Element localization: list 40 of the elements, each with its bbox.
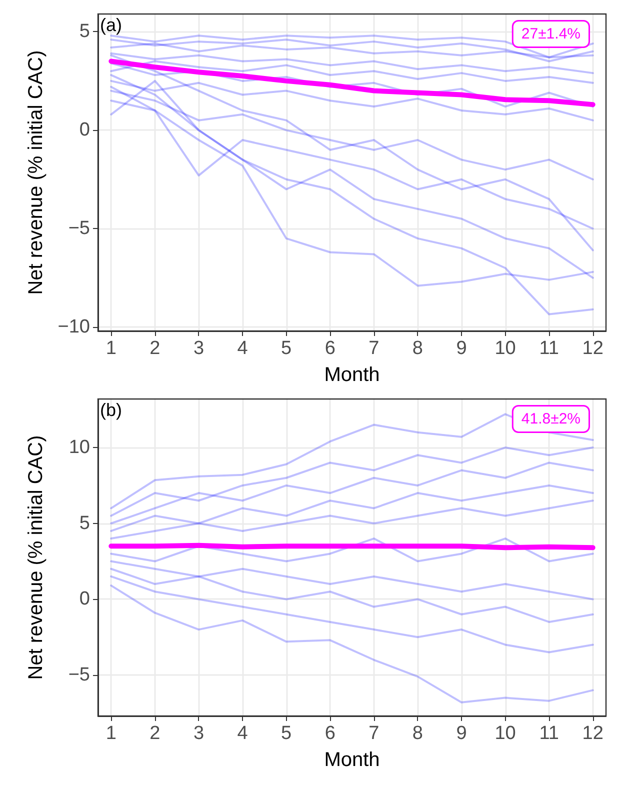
x-tick-label: 5: [281, 338, 292, 359]
x-tick-label: 9: [456, 338, 467, 359]
x-tick-label: 7: [368, 723, 380, 744]
y-tick-label: 5: [79, 21, 90, 42]
x-tick-label: 6: [324, 723, 336, 744]
x-tick-label: 3: [193, 338, 204, 359]
annotation: (b): [100, 400, 122, 420]
x-tick-label: 8: [412, 338, 423, 359]
x-tick-label: 1: [106, 338, 116, 359]
x-tick-label: 7: [368, 338, 380, 359]
x-tick-label: 11: [539, 723, 559, 744]
x-tick-label: 10: [494, 338, 516, 359]
y-tick-label: 10: [68, 437, 90, 458]
x-tick-label: 8: [412, 723, 423, 744]
x-tick-label: 12: [582, 338, 604, 359]
x-tick-label: 2: [150, 338, 160, 359]
annotation: (a): [100, 15, 122, 35]
y-tick-label: −5: [68, 218, 90, 240]
y-axis-title: Net revenue (% initial CAC): [25, 435, 47, 680]
y-axis-title: Net revenue (% initial CAC): [25, 50, 47, 295]
x-tick-label: 4: [237, 723, 248, 744]
x-tick-label: 6: [324, 338, 336, 359]
x-tick-label: 1: [106, 723, 116, 744]
y-tick-label: 5: [79, 512, 90, 534]
y-tick-label: −5: [68, 664, 90, 686]
x-tick-label: 11: [539, 338, 559, 359]
y-tick-label: 0: [79, 588, 90, 610]
x-tick-label: 5: [281, 723, 292, 744]
x-tick-label: 12: [582, 723, 604, 744]
x-tick-label: 4: [237, 338, 248, 359]
x-tick-label: 10: [494, 723, 516, 744]
y-tick-label: −10: [58, 316, 90, 338]
x-axis-title: Month: [324, 364, 380, 386]
x-tick-label: 3: [193, 723, 204, 744]
x-axis-title: Month: [324, 749, 380, 771]
y-tick-label: 0: [79, 120, 90, 141]
annotation: 41.8±2%: [521, 410, 581, 428]
annotation: 27±1.4%: [521, 26, 581, 42]
x-tick-label: 9: [456, 723, 467, 744]
x-tick-label: 2: [150, 723, 160, 744]
